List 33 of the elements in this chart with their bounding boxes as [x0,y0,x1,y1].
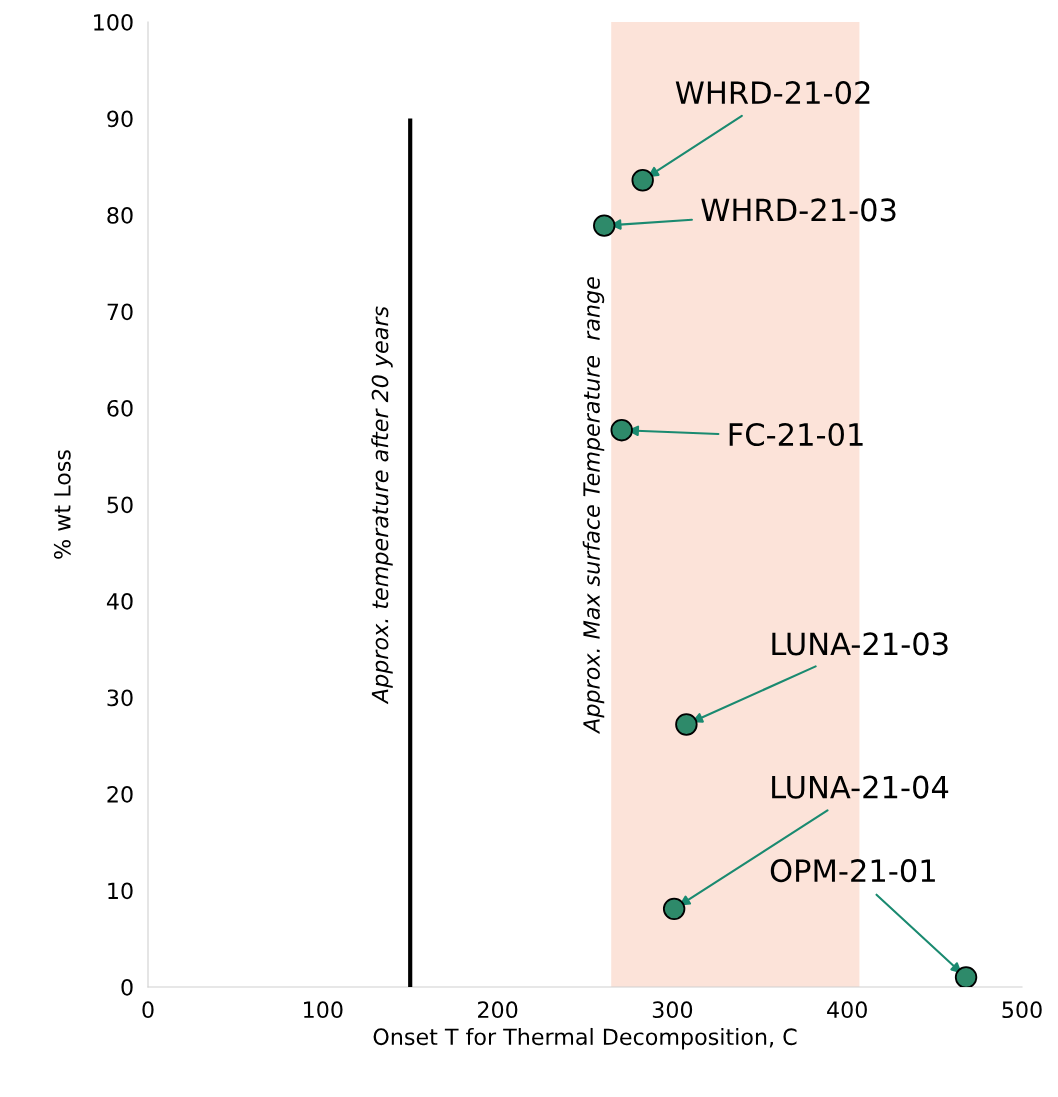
annotation: WHRD-21-03 [701,198,896,222]
y-tick-label: 0 [121,978,133,996]
annotation: LUNA-21-04 [772,775,949,799]
y-axis-title: % wt Loss [53,450,71,559]
band-label: Approx. Max surface Temperature range [582,277,605,735]
point [954,966,978,987]
x-tick-label: 200 [478,1001,518,1019]
x-tick-label: 0 [142,1001,154,1019]
x-tick-label: 300 [652,1001,693,1019]
y-tick-label: 100 [94,13,133,31]
y-tick-label: 80 [107,206,133,224]
y-tick-label: 60 [107,399,133,417]
annotation: FC-21-01 [729,422,863,447]
point [675,713,698,736]
x-tick-label: 500 [1002,1001,1042,1019]
x-tick-label: 400 [827,1001,867,1019]
y-tick-label: 90 [107,110,133,128]
y-tick-label: 20 [107,785,133,803]
point [593,214,616,237]
y-tick-label: 30 [107,689,133,707]
point [610,418,633,442]
y-tick-label: 70 [107,303,133,321]
x-tick-label: 100 [304,1001,343,1019]
y-tick-label: 10 [108,882,133,900]
point [662,897,686,921]
point [631,169,654,192]
x-axis-title: Onset T for Thermal Decomposition, C [373,1027,797,1050]
text: Approx. temperature after 20 years [371,306,393,705]
annotation: OPM-21-01 [770,859,935,883]
annotation: LUNA-21-03 [772,632,948,656]
annotation: WHRD-21-02 [675,81,870,105]
y-tick-label: 40 [106,592,133,610]
y-tick-label: 50 [107,496,133,514]
